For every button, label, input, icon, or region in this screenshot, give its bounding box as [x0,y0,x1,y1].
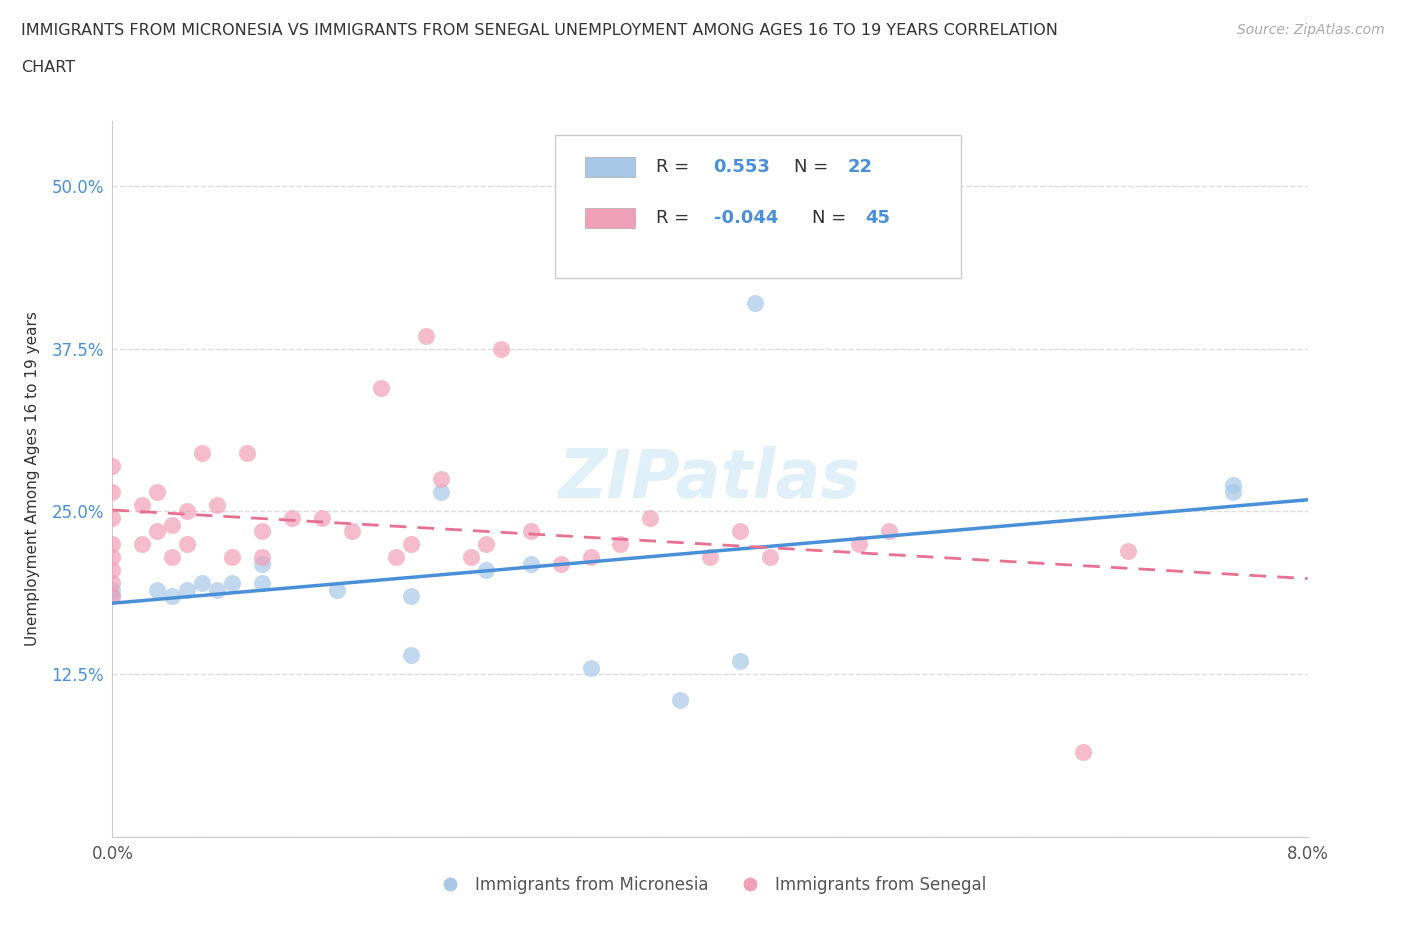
Point [415,328,437,343]
Point [475,537,498,551]
Point [669,693,692,708]
Point [250,550,273,565]
Point [430,485,453,499]
Point [370,380,392,395]
Point [1073,745,1095,760]
Point [101,576,124,591]
Text: CHART: CHART [21,60,75,75]
Point [401,537,423,551]
Point [401,647,423,662]
Point [221,550,243,565]
Point [640,511,662,525]
Point [401,589,423,604]
Point [877,524,901,538]
Point [205,498,228,512]
Point [221,576,243,591]
Point [131,537,153,551]
FancyBboxPatch shape [585,207,634,228]
Point [101,582,124,597]
Point [728,524,751,538]
Point [176,537,198,551]
Point [236,445,259,460]
Text: 0.553: 0.553 [714,158,770,177]
Point [430,472,453,486]
Text: R =: R = [657,158,695,177]
Point [848,537,870,551]
Point [176,504,198,519]
Point [205,582,228,597]
Point [520,556,543,571]
Point [475,563,498,578]
Point [340,524,363,538]
Point [250,524,273,538]
Point [101,458,124,473]
Point [699,550,721,565]
Point [385,550,408,565]
Point [162,550,183,565]
Text: R =: R = [657,208,695,227]
Point [101,589,124,604]
Point [311,511,333,525]
Point [101,537,124,551]
Y-axis label: Unemployment Among Ages 16 to 19 years: Unemployment Among Ages 16 to 19 years [25,312,41,646]
Point [1222,478,1244,493]
Point [146,485,169,499]
Point [131,498,153,512]
Text: Source: ZipAtlas.com: Source: ZipAtlas.com [1237,23,1385,37]
Text: IMMIGRANTS FROM MICRONESIA VS IMMIGRANTS FROM SENEGAL UNEMPLOYMENT AMONG AGES 16: IMMIGRANTS FROM MICRONESIA VS IMMIGRANTS… [21,23,1057,38]
Text: -0.044: -0.044 [714,208,778,227]
Point [759,550,782,565]
Point [146,524,169,538]
Point [176,582,198,597]
Point [489,341,512,356]
Text: 45: 45 [866,208,890,227]
Point [325,582,347,597]
Text: N =: N = [811,208,852,227]
Legend: Immigrants from Micronesia, Immigrants from Senegal: Immigrants from Micronesia, Immigrants f… [427,869,993,900]
Point [162,517,183,532]
Point [520,524,543,538]
Point [579,660,602,675]
Point [744,296,766,311]
Point [250,556,273,571]
Point [728,654,751,669]
Point [191,576,214,591]
Text: ZIPatlas: ZIPatlas [560,446,860,512]
FancyBboxPatch shape [554,135,962,278]
Point [250,576,273,591]
Point [191,445,214,460]
Point [460,550,482,565]
Point [101,550,124,565]
Point [162,589,183,604]
FancyBboxPatch shape [585,157,634,178]
Point [281,511,304,525]
Point [579,550,602,565]
Point [1222,485,1244,499]
Point [146,582,169,597]
Point [101,589,124,604]
Point [1118,543,1140,558]
Point [609,537,631,551]
Point [550,556,572,571]
Point [101,563,124,578]
Point [101,485,124,499]
Point [101,511,124,525]
Text: 22: 22 [848,158,873,177]
Text: N =: N = [794,158,834,177]
